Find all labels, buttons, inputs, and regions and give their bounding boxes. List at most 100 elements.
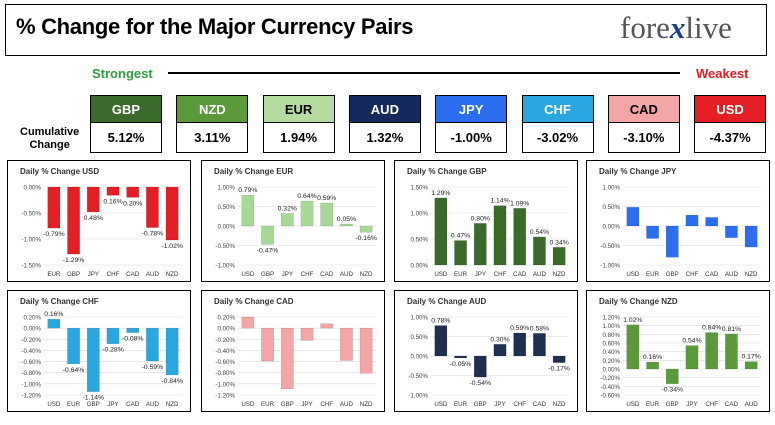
bar-aud [725,225,738,238]
y-tick-label: 0.20% [23,315,41,322]
bar-nzd [165,327,179,376]
bar-nzd [552,355,566,363]
data-label: 1.29% [431,190,450,197]
bar-chf [493,205,507,266]
x-tick-label: GBP [666,401,679,408]
x-tick-label: CHF [513,401,526,408]
chart-title: Daily % Change GBP [407,167,487,176]
x-tick-label: NZD [745,271,758,278]
bar-cad [705,217,719,227]
x-tick-label: AUD [533,271,547,278]
chart-nzd: Daily % Change NZD1.20%1.00%0.80%0.60%0.… [599,297,761,408]
y-tick-label: 1.00% [217,185,235,192]
bar-aud [146,186,159,228]
tile-usd-value: -4.37% [694,123,767,153]
bar-aud [146,327,159,362]
x-tick-label: JPY [88,271,99,278]
data-label: 0.34% [550,239,569,246]
y-tick-label: 0.50% [217,204,235,211]
x-tick-label: CAD [725,401,739,408]
panel-eur: Daily % Change EUR 1.00% 0.50% 0.00% -0.50% -… [201,160,385,282]
x-tick-label: USD [626,401,640,408]
data-label: -0.59% [142,364,164,371]
chart-cad: Daily % Change CAD 0.20% 0.00% -0.20% -0.40%… [214,297,376,408]
bar-nzd [359,225,373,233]
data-label: 0.17% [742,354,761,361]
data-label: 0.16% [643,354,662,361]
bar-cad [320,202,334,227]
strength-arrow-line [168,72,680,74]
chart-title: Daily % Change NZD [599,297,678,306]
panel-usd: Daily % Change USD 0.00% -0.50% -1.00% -1.50… [7,160,191,282]
bar-gbp [261,225,274,245]
data-label: -0.64% [63,367,85,374]
bar-gbp [86,327,100,392]
bar-nzd [744,225,758,248]
bar-cad [533,333,546,357]
x-tick-label: JPY [686,401,697,408]
x-tick-label: GBP [281,401,294,408]
bar-aud [340,327,353,361]
bar-nzd [359,327,373,374]
data-label: 0.30% [490,336,509,343]
y-tick-label: -0.50% [600,243,620,250]
data-label: 0.64% [297,193,316,200]
bar-gbp [67,186,80,255]
x-tick-label: CHF [107,271,120,278]
x-tick-label: CHF [686,271,699,278]
bar-gbp [280,327,294,390]
y-tick-label: 0.80% [602,332,620,339]
x-tick-label: USD [434,401,448,408]
data-label: 1.09% [510,200,529,207]
bar-usd [434,197,448,266]
y-tick-label: 0.00% [217,224,235,231]
data-label: 0.80% [471,215,490,222]
data-label: 0.54% [530,229,549,236]
x-tick-label: CHF [494,271,507,278]
y-tick-label: 1.00% [410,211,428,218]
x-tick-label: USD [47,401,61,408]
chart-title: Daily % Change CHF [20,297,99,306]
bar-chf [705,332,719,370]
bar-jpy [493,344,507,357]
x-tick-label: JPY [494,401,505,408]
y-tick-label: 0.00% [23,185,41,192]
y-tick-label: -1.20% [215,393,235,400]
chart-title: Daily % Change EUR [214,167,293,176]
x-tick-label: CHF [705,401,718,408]
data-label: -0.54% [470,380,492,387]
x-tick-label: USD [626,271,640,278]
panel-jpy: Daily % Change JPY 1.00% 0.50% 0.00% -0.50% -… [586,160,770,282]
bar-eur [646,361,659,370]
data-label: 0.05% [337,216,356,223]
data-label: -0.47% [257,247,279,254]
bar-eur [646,225,659,239]
panel-chf: Daily % Change CHF 0.20% 0.00% -0.20% -0.40%… [7,290,191,412]
x-tick-label: USD [434,271,448,278]
y-tick-label: -1.00% [215,263,235,270]
bar-usd [47,319,61,329]
bar-jpy [86,186,100,213]
chart-title: Daily % Change JPY [599,167,677,176]
y-tick-label: 0.50% [410,237,428,244]
x-tick-label: AUD [745,401,759,408]
x-tick-label: GBP [666,271,679,278]
data-label: 1.02% [623,317,642,324]
data-label: -1.02% [161,243,183,250]
x-tick-label: AUD [725,271,739,278]
tile-aud-value: 1.32% [348,123,421,153]
data-label: -0.17% [548,366,570,373]
data-label: 0.84% [702,325,721,332]
bar-usd [626,324,640,370]
panel-gbp: Daily % Change GBP 1.50% 1.00% 0.50% 0.00% US… [394,160,578,282]
data-label: 0.16% [44,311,63,318]
cumulative-label-line1: Cumulative [20,126,80,138]
panel-nzd: Daily % Change NZD 1.20% 1.00% 0.80% 0.60% 0.… [586,290,770,412]
x-tick-label: NZD [360,271,373,278]
chart-eur: Daily % Change EUR 1.00% 0.50% 0.00% -0.50% -… [214,167,377,278]
y-tick-label: 0.20% [217,315,235,322]
y-tick-label: -1.00% [21,237,41,244]
logo-text-left: fore [620,10,670,45]
tile-nzd-value: 3.11% [176,123,249,153]
y-tick-label: 0.00% [23,326,41,333]
